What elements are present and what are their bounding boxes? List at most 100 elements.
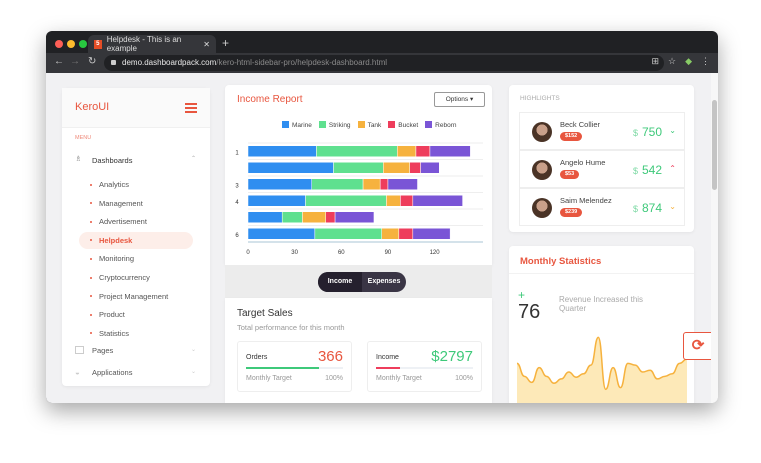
bar-marine <box>247 195 306 207</box>
sidebar-item-label: Statistics <box>99 328 130 338</box>
chevron-up-icon: ⌃ <box>669 164 676 173</box>
legend-item-tank[interactable]: Tank <box>357 121 381 129</box>
sidebar-item-advertisement[interactable]: Advertisement <box>62 217 147 226</box>
sidebar-item-monitoring[interactable]: Monitoring <box>62 254 134 263</box>
sidebar-item-helpdesk[interactable]: Helpdesk <box>62 236 132 245</box>
bullet-icon <box>90 295 92 298</box>
bullet-icon <box>90 220 92 223</box>
bar-bucket <box>415 145 431 157</box>
highlight-row[interactable]: Angelo Hume $53 $542 ⌃ <box>519 150 685 188</box>
avatar <box>532 198 552 218</box>
scrollbar[interactable] <box>711 73 718 403</box>
chevron-down-icon: ⌄ <box>191 347 197 353</box>
legend-swatch <box>425 121 433 128</box>
highlights-card: HIGHLIGHTS Beck Collier $152 $750 ⌄ Ange… <box>509 85 694 232</box>
forward-icon[interactable]: → <box>70 56 80 67</box>
sidebar-item-project-management[interactable]: Project Management <box>62 292 168 301</box>
sidebar-item-applications[interactable]: Applications <box>92 368 133 377</box>
highlight-name: Saim Melendez <box>560 196 612 205</box>
sidebar-item-label: Management <box>99 198 143 208</box>
sidebar-item-label: Product <box>99 310 125 320</box>
bar-striking <box>281 211 303 223</box>
applications-icon: ◒ <box>75 368 80 377</box>
close-tab-icon[interactable]: ✕ <box>203 39 210 49</box>
bar-marine <box>247 178 313 190</box>
sidebar-item-label: Project Management <box>99 291 169 301</box>
highlight-amount: $542 <box>633 163 662 177</box>
caret-down-icon: ▾ <box>469 96 474 103</box>
browser-tab[interactable]: 5 Helpdesk - This is an example ✕ <box>88 35 216 53</box>
highlight-badge: $152 <box>560 132 583 141</box>
bullet-icon <box>90 332 92 335</box>
highlight-row[interactable]: Saim Melendez $239 $874 ⌄ <box>519 188 685 226</box>
active-item-highlight <box>79 231 193 249</box>
sidebar-item-product[interactable]: Product <box>62 310 125 319</box>
increase-sign: + <box>518 288 526 302</box>
group-label: Dashboards <box>92 156 133 165</box>
sidebar-item-statistics[interactable]: Statistics <box>62 329 129 338</box>
dashboard-icon: ♗ <box>75 154 82 163</box>
translate-icon[interactable]: ⊞ <box>651 56 659 66</box>
reload-icon[interactable]: ↻ <box>88 56 97 67</box>
income-toggle-button[interactable]: Income <box>318 272 362 292</box>
hamburger-icon[interactable] <box>185 103 197 113</box>
x-tick-label: 120 <box>430 250 441 256</box>
address-bar[interactable]: demo.dashboardpack.com/kero-html-sidebar… <box>104 55 664 71</box>
sidebar-item-analytics[interactable]: Analytics <box>62 180 129 189</box>
browser-toolbar: ← → ↻ demo.dashboardpack.com/kero-html-s… <box>46 53 718 73</box>
x-tick-label: 0 <box>246 250 250 256</box>
bar-reborn <box>412 195 463 207</box>
back-icon[interactable]: ← <box>54 56 64 67</box>
income-report-title: Income Report <box>237 94 303 105</box>
bar-bucket <box>400 195 414 207</box>
bar-tank <box>362 178 381 190</box>
bar-marine <box>247 162 334 174</box>
new-tab-button[interactable]: + <box>222 36 230 50</box>
star-icon[interactable]: ☆ <box>668 56 677 66</box>
page-viewport: KeroUI MENU ♗ Dashboards ⌃ Analytics Mana… <box>46 73 718 403</box>
close-window-button[interactable] <box>55 40 63 48</box>
legend-item-reborn[interactable]: Reborn <box>425 121 457 129</box>
orders-progress <box>246 367 343 369</box>
highlight-badge: $239 <box>560 208 583 217</box>
options-dropdown[interactable]: Options ▾ <box>434 92 485 107</box>
bar-bucket <box>409 162 421 174</box>
highlight-row[interactable]: Beck Collier $152 $750 ⌄ <box>519 112 685 150</box>
y-tick-label: 1 <box>235 150 239 156</box>
extension-icon[interactable]: ◆ <box>685 56 692 66</box>
sidebar-item-management[interactable]: Management <box>62 199 143 208</box>
amount-value: 750 <box>641 125 662 139</box>
tab-title: Helpdesk - This is an example <box>106 35 182 53</box>
revenue-sparkline <box>517 336 687 403</box>
refresh-icon[interactable]: ⟳ <box>683 332 713 360</box>
highlight-name: Angelo Hume <box>560 158 606 167</box>
maximize-window-button[interactable] <box>79 40 87 48</box>
legend-item-marine[interactable]: Marine <box>282 121 312 129</box>
url-domain: demo.dashboardpack.com <box>122 58 217 67</box>
bar-striking <box>316 145 398 157</box>
legend-item-striking[interactable]: Striking <box>318 121 351 129</box>
scrollbar-thumb[interactable] <box>712 100 717 190</box>
expenses-toggle-button[interactable]: Expenses <box>367 278 401 285</box>
menu-icon[interactable]: ⋮ <box>701 56 710 66</box>
amount-value: 874 <box>641 201 662 215</box>
currency-symbol: $ <box>632 128 638 138</box>
sparkline-line <box>517 336 687 391</box>
orders-widget: Orders 366 Monthly Target 100% <box>237 341 352 392</box>
sidebar-group-dashboards[interactable]: ♗ Dashboards ⌃ <box>62 153 210 167</box>
sidebar-item-cryptocurrency[interactable]: Cryptocurrency <box>62 273 150 282</box>
orders-sub: Monthly Target <box>246 375 292 382</box>
orders-label: Orders <box>246 354 268 361</box>
income-progress <box>376 367 473 369</box>
y-tick-label: 6 <box>235 233 239 239</box>
bar-bucket <box>325 211 336 223</box>
sidebar-item-pages[interactable]: Pages <box>92 346 114 355</box>
minimize-window-button[interactable] <box>67 40 75 48</box>
highlight-badge: $53 <box>560 170 580 179</box>
bullet-icon <box>90 313 92 316</box>
bullet-icon <box>90 239 92 242</box>
highlights-title: HIGHLIGHTS <box>520 95 560 102</box>
bullet-icon <box>90 202 92 205</box>
legend-item-bucket[interactable]: Bucket <box>388 121 418 129</box>
